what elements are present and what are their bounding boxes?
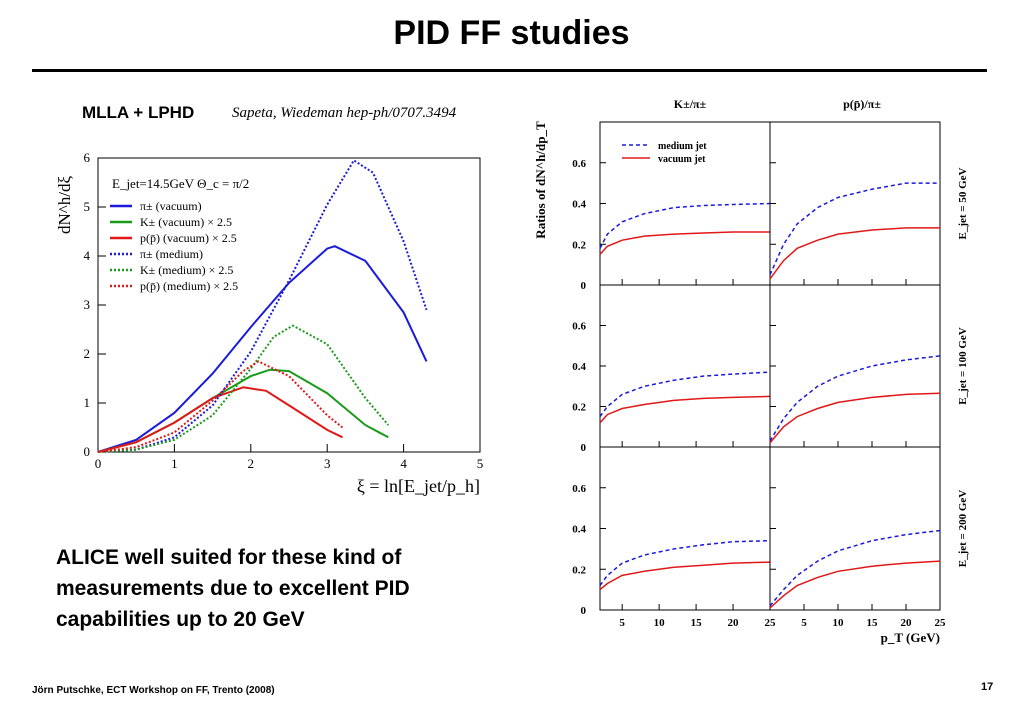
- legend-label: K± (medium) × 2.5: [140, 263, 233, 277]
- y-tick-label: 0: [581, 280, 587, 292]
- legend-label: p(p̄) (medium) × 2.5: [140, 279, 238, 293]
- vacuum-jet-line: [769, 227, 940, 280]
- y-tick-label: 0.2: [572, 564, 586, 576]
- legend-label: K± (vacuum) × 2.5: [140, 215, 232, 229]
- x-tick-label: 15: [867, 617, 879, 629]
- footer-author: Jörn Putschke, ECT Workshop on FF, Trent…: [32, 685, 275, 696]
- x-axis-label: p_T (GeV): [881, 630, 940, 645]
- series-line-p-p-vacuum-2-5: [97, 386, 343, 453]
- legend-label: medium jet: [658, 141, 707, 152]
- model-label: MLLA + LPHD: [82, 103, 195, 122]
- x-tick-label: 10: [833, 617, 845, 629]
- y-tick-label: 0.2: [572, 402, 586, 414]
- y-tick-label: 0.6: [572, 483, 586, 495]
- y-tick-label: 6: [84, 150, 91, 165]
- y-tick-label: 0.4: [572, 524, 586, 536]
- panel-frame: [599, 284, 771, 448]
- y-tick-label: 0.4: [572, 199, 586, 211]
- ratio-panel-chart: K±/π± p(p̄)/π± E_jet = 50 GeV E_jet = 100 G…: [533, 97, 969, 645]
- legend-label: vacuum jet: [658, 154, 706, 165]
- x-tick-label: 2: [248, 456, 255, 471]
- y-axis-label: dN^h/dξ: [55, 176, 74, 234]
- column-title: K±/π±: [674, 97, 707, 111]
- x-tick-label: 10: [654, 617, 666, 629]
- title-divider: [32, 69, 987, 72]
- x-tick-label: 20: [728, 617, 740, 629]
- reference-citation: Sapeta, Wiedeman hep-ph/0707.3494: [232, 105, 457, 121]
- x-tick-label: 1: [171, 456, 178, 471]
- medium-jet-line: [599, 202, 771, 249]
- column-title: p(p̄)/π±: [843, 97, 881, 111]
- y-tick-label: 2: [84, 346, 91, 361]
- legend-label: π± (vacuum): [140, 199, 202, 213]
- x-tick-label: 5: [801, 617, 807, 629]
- y-axis-label: Ratios of dN^h/dp_T: [533, 121, 548, 239]
- x-tick-label: 0: [95, 456, 102, 471]
- x-tick-label: 3: [324, 456, 331, 471]
- page-number: 17: [981, 681, 994, 693]
- y-tick-label: 0.4: [572, 361, 586, 373]
- y-tick-label: 5: [84, 199, 91, 214]
- medium-jet-line: [769, 355, 941, 442]
- panel-frame: [769, 446, 941, 611]
- medium-jet-line: [599, 539, 771, 586]
- row-label: E_jet = 100 GeV: [957, 327, 969, 405]
- series-line-p-p-medium-2-5: [97, 360, 344, 453]
- vacuum-jet-line: [599, 395, 771, 424]
- x-tick-label: 25: [935, 617, 947, 629]
- row-label: E_jet = 200 GeV: [957, 490, 969, 568]
- y-tick-label: 0: [84, 444, 91, 459]
- y-tick-label: 0: [581, 442, 587, 454]
- vacuum-jet-line: [769, 392, 941, 444]
- legend-label: π± (medium): [140, 247, 203, 261]
- vacuum-jet-line: [599, 561, 771, 591]
- y-tick-label: 1: [84, 395, 91, 410]
- chart-annotation: E_jet=14.5GeV Θ_c = π/2: [112, 176, 249, 191]
- series-line-medium: [97, 159, 428, 453]
- slide-title: PID FF studies: [393, 14, 630, 52]
- series-line-k-medium-2-5: [97, 324, 390, 453]
- medium-jet-line: [769, 182, 940, 276]
- y-tick-label: 4: [84, 248, 91, 263]
- legend-label: p(p̄) (vacuum) × 2.5: [140, 231, 237, 245]
- vacuum-jet-line: [769, 560, 941, 609]
- medium-jet-line: [599, 371, 771, 418]
- y-tick-label: 0.6: [572, 321, 586, 333]
- panel-frame: [769, 284, 941, 448]
- medium-jet-line: [769, 529, 941, 607]
- panel-frame: [769, 121, 941, 286]
- x-tick-label: 4: [400, 456, 407, 471]
- vacuum-jet-line: [599, 231, 770, 255]
- x-tick-label: 5: [619, 617, 625, 629]
- y-tick-label: 0.2: [572, 239, 586, 251]
- y-tick-label: 0: [581, 605, 587, 617]
- fragmentation-function-chart: 0 1 2 3 4 5 0 1 2 3 4 5 6 E_jet=14.5GeV Θ_c = π/2 π± (…: [55, 150, 484, 496]
- x-tick-label: 25: [765, 617, 777, 629]
- x-tick-label: 5: [477, 456, 484, 471]
- x-axis-label: ξ = ln[E_jet/p_h]: [357, 476, 480, 496]
- series-line-vacuum: [97, 245, 428, 453]
- x-tick-label: 15: [691, 617, 703, 629]
- y-tick-label: 3: [84, 297, 91, 312]
- panel-frame: [599, 446, 771, 611]
- y-tick-label: 0.6: [572, 158, 586, 170]
- x-tick-label: 20: [901, 617, 913, 629]
- conclusion-text: ALICE well suited for these kind of meas…: [56, 546, 410, 631]
- row-label: E_jet = 50 GeV: [957, 167, 969, 239]
